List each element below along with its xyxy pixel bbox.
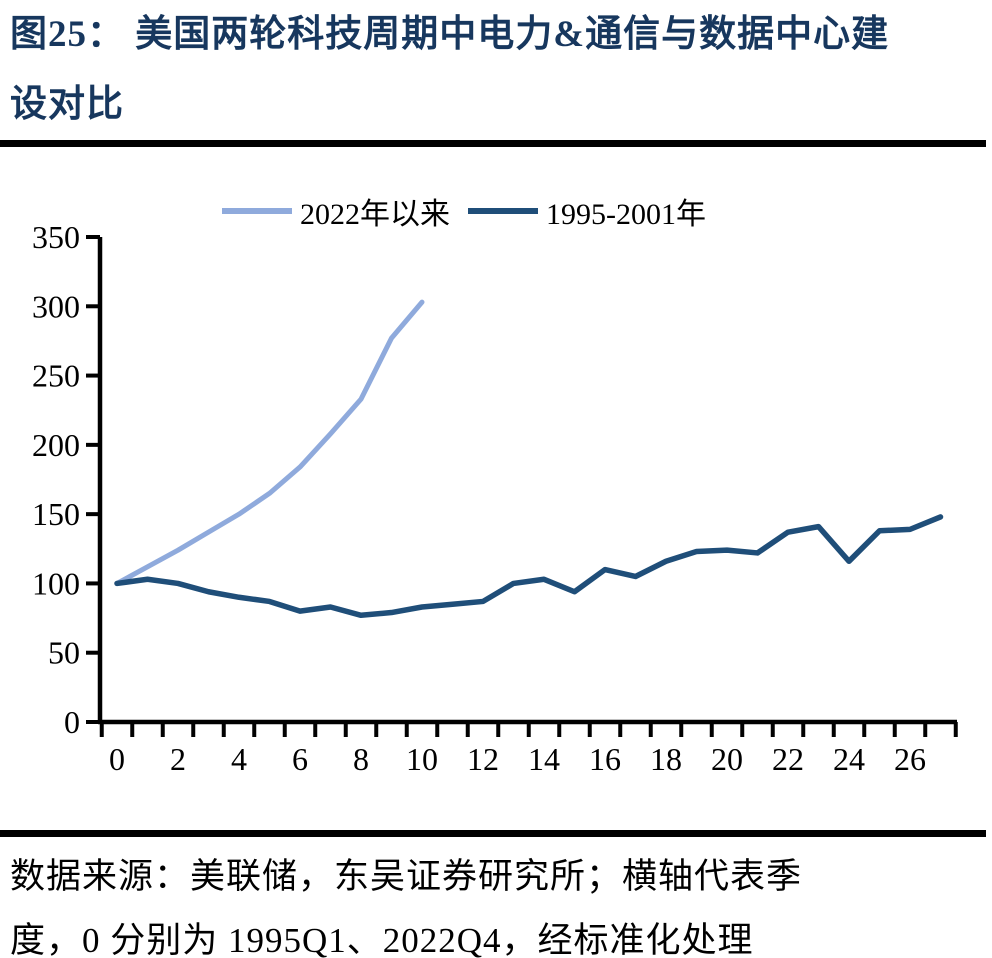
y-tick-label: 200 bbox=[32, 427, 80, 463]
source-note: 数据来源：美联储，东吴证券研究所；横轴代表季 度，0 分别为 1995Q1、20… bbox=[10, 845, 985, 958]
legend-label-1995: 1995-2001年 bbox=[546, 198, 706, 231]
series-line-0 bbox=[114, 299, 425, 586]
legend-item-1995: 1995-2001年 bbox=[468, 194, 706, 231]
x-tick-label: 14 bbox=[528, 741, 560, 777]
x-tick-label: 12 bbox=[467, 741, 499, 777]
x-tick-label: 20 bbox=[711, 741, 743, 777]
x-tick-label: 22 bbox=[772, 741, 804, 777]
y-tick-label: 300 bbox=[32, 288, 80, 324]
x-tick-label: 6 bbox=[292, 741, 308, 777]
x-tick-label: 2 bbox=[170, 741, 186, 777]
y-tick-label: 0 bbox=[64, 704, 80, 740]
x-tick-label: 0 bbox=[109, 741, 125, 777]
series-line-1 bbox=[114, 514, 944, 619]
source-note-line2: 度，0 分别为 1995Q1、2022Q4，经标准化处理 bbox=[10, 921, 754, 958]
figure-title: 图25： 美国两轮科技周期中电力&通信与数据中心建 设对比 bbox=[10, 0, 985, 140]
top-divider bbox=[0, 140, 986, 147]
x-tick-label: 4 bbox=[231, 741, 247, 777]
figure-title-line1: 图25： 美国两轮科技周期中电力&通信与数据中心建 bbox=[10, 14, 890, 55]
figure-title-line2: 设对比 bbox=[10, 84, 124, 125]
legend-item-2022: 2022年以来 bbox=[222, 194, 450, 231]
y-tick-label: 350 bbox=[32, 219, 80, 255]
legend-swatch-1995 bbox=[468, 208, 538, 214]
y-tick-label: 250 bbox=[32, 358, 80, 394]
x-tick-label: 18 bbox=[650, 741, 682, 777]
x-tick-label: 26 bbox=[894, 741, 926, 777]
y-tick-label: 150 bbox=[32, 496, 80, 532]
y-tick-label: 100 bbox=[32, 565, 80, 601]
bottom-divider bbox=[0, 830, 986, 837]
x-tick-label: 8 bbox=[353, 741, 369, 777]
source-note-line1: 数据来源：美联储，东吴证券研究所；横轴代表季 bbox=[10, 857, 803, 896]
x-tick-label: 16 bbox=[589, 741, 621, 777]
legend-label-2022: 2022年以来 bbox=[300, 198, 450, 231]
x-tick-label: 24 bbox=[833, 741, 865, 777]
x-tick-label: 10 bbox=[406, 741, 438, 777]
y-tick-label: 50 bbox=[48, 635, 80, 671]
legend-swatch-2022 bbox=[222, 208, 292, 214]
chart-legend: 2022年以来 1995-2001年 bbox=[0, 194, 992, 231]
